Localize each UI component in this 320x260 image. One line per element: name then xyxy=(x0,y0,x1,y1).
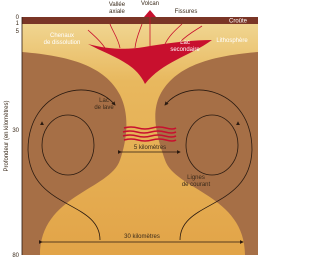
label: 30 kilomètres xyxy=(124,234,160,240)
diagram: Profondeur (en kilomètres) 0 1 5 30 80 V… xyxy=(4,1,258,259)
label: Chenaux de dissolution xyxy=(44,33,81,46)
tick: 5 xyxy=(16,29,20,35)
label: Volcan xyxy=(141,1,159,7)
tick: 80 xyxy=(12,253,19,259)
label: 5 kilomètres xyxy=(134,145,166,151)
label: Fissures xyxy=(175,9,198,15)
volcano xyxy=(144,10,156,17)
channels xyxy=(87,17,203,49)
tick: 30 xyxy=(12,128,19,134)
tick: 1 xyxy=(16,21,20,27)
label: Vallée axiale xyxy=(109,2,126,15)
label: Lac de lave xyxy=(94,98,114,111)
label: Lithosphère xyxy=(216,38,248,44)
magma-lens xyxy=(88,40,212,84)
tick: 0 xyxy=(16,15,20,21)
axis-title: Profondeur (en kilomètres) xyxy=(4,100,10,171)
crust xyxy=(22,17,258,24)
label: Croûte xyxy=(229,19,248,25)
label: Lac secondaire xyxy=(170,40,200,53)
lava-lake xyxy=(122,126,177,142)
label: Lignes de courant xyxy=(182,175,211,188)
flow-lines xyxy=(27,89,253,241)
plume xyxy=(22,24,258,255)
